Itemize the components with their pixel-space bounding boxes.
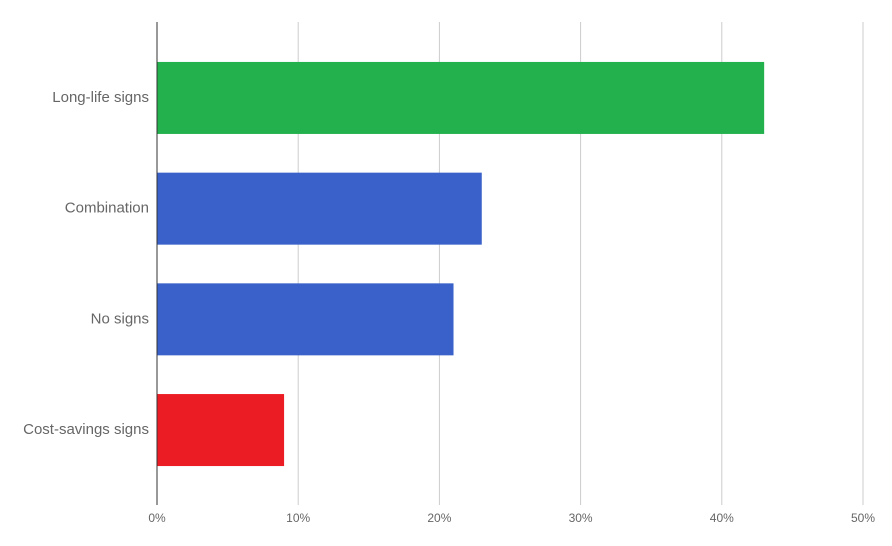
y-tick-label: Long-life signs [52, 89, 149, 106]
x-tick-label: 30% [569, 511, 593, 525]
x-tick-label: 0% [148, 511, 166, 525]
y-tick-label: No signs [91, 310, 149, 327]
x-tick-label: 20% [427, 511, 451, 525]
bar [157, 61, 765, 134]
y-tick-label: Cost-savings signs [23, 421, 149, 438]
x-tick-label: 10% [286, 511, 310, 525]
x-tick-label: 50% [851, 511, 875, 525]
bar [157, 172, 482, 245]
y-tick-label: Combination [65, 200, 149, 217]
bar [157, 283, 454, 356]
bar [157, 394, 285, 467]
x-tick-label: 40% [710, 511, 734, 525]
